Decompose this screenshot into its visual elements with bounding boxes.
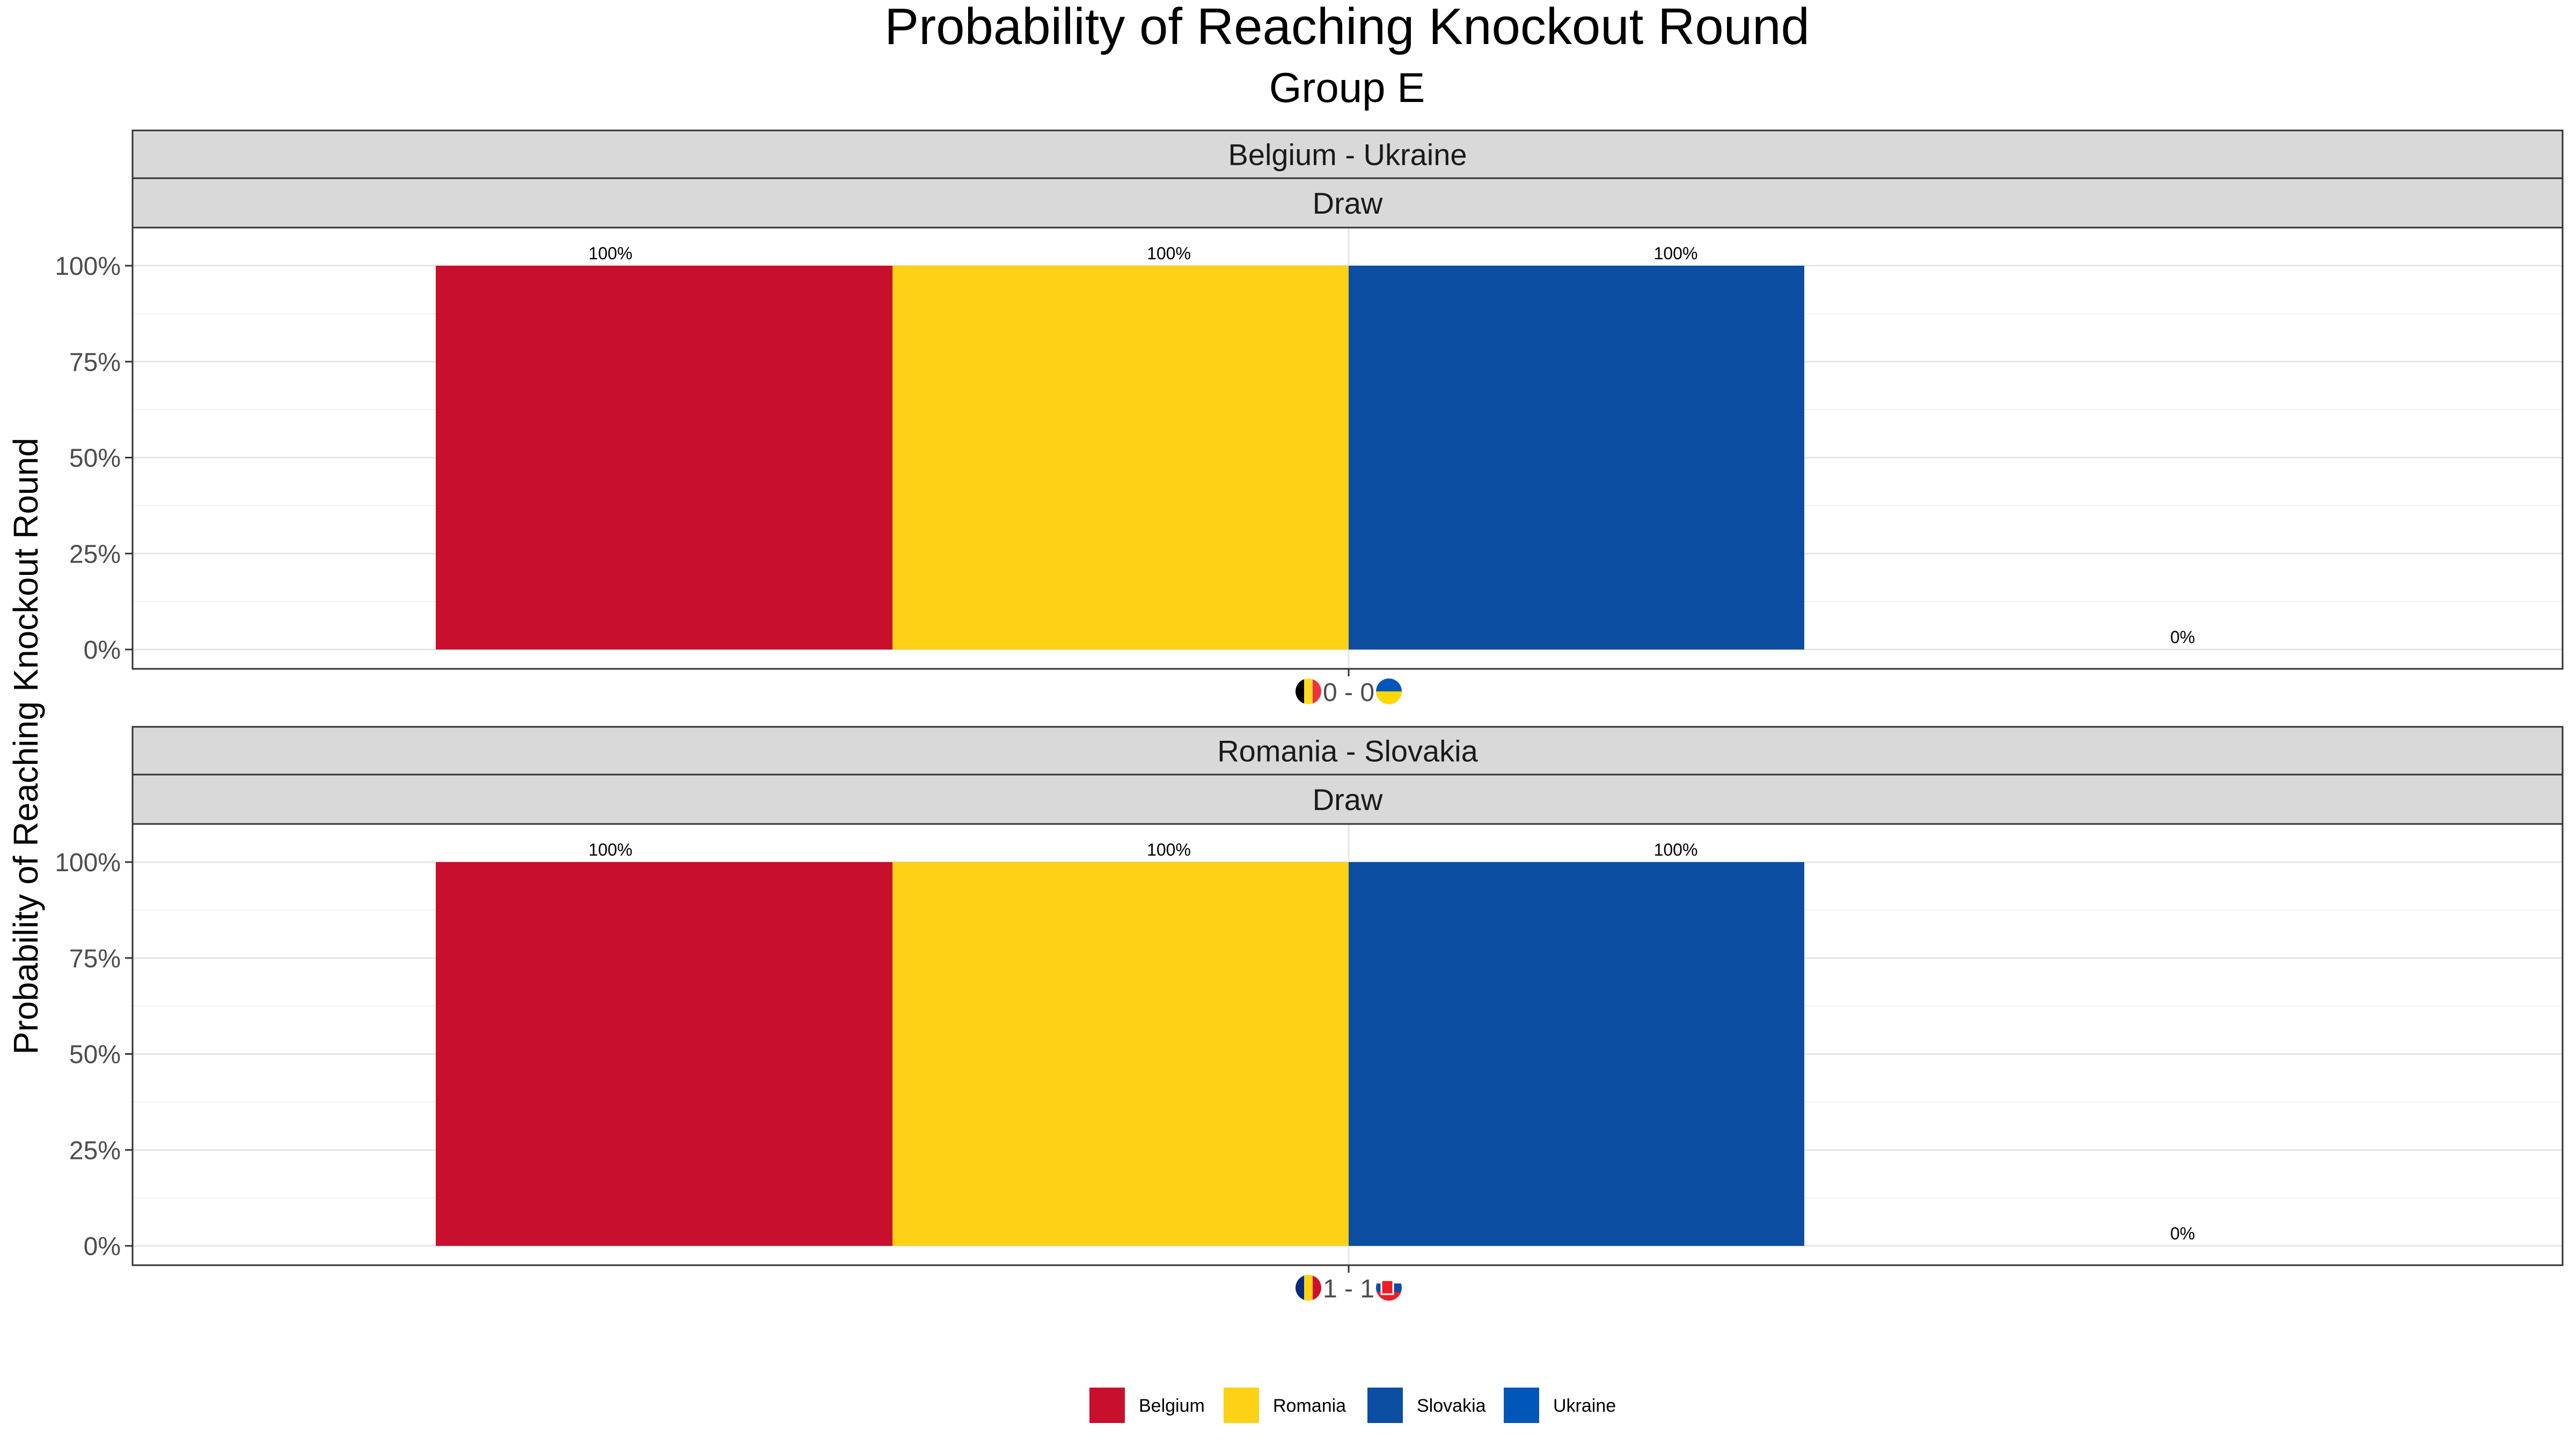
flag-fill xyxy=(1376,1275,1402,1301)
bar-belgium xyxy=(436,862,892,1246)
y-tick-label: 0% xyxy=(84,1232,121,1261)
legend-label: Slovakia xyxy=(1417,1396,1486,1416)
facet-strip-result xyxy=(131,177,2564,229)
x-tick-label: 1 - 1 xyxy=(1323,1275,1374,1303)
data-label-belgium: 100% xyxy=(589,840,633,859)
data-label-ukraine: 0% xyxy=(2170,1224,2195,1243)
flag-stripe xyxy=(1376,691,1402,704)
facet-strip-match-label: Belgium - Ukraine xyxy=(1228,138,1467,172)
data-label-belgium: 100% xyxy=(589,244,633,263)
y-axis-label: Probability of Reaching Knockout Round xyxy=(6,437,45,1054)
bar-belgium xyxy=(436,266,892,650)
facet-strip-match xyxy=(131,726,2564,776)
flag-stripe xyxy=(1313,678,1321,704)
facet-strip-result-label: Draw xyxy=(1313,783,1383,816)
chart-subtitle: Group E xyxy=(1269,64,1425,111)
y-tick-label: 0% xyxy=(84,636,121,665)
bar-slovakia xyxy=(1349,862,1804,1246)
y-tick-label: 25% xyxy=(69,1136,121,1165)
facet-panel-1: Belgium - Ukraine Draw 0% 25% 50% 75% 100% 100%… xyxy=(55,129,2564,707)
data-label-slovakia: 100% xyxy=(1654,840,1698,859)
slovakia-flag-icon xyxy=(1376,1275,1402,1301)
romania-flag-icon xyxy=(1296,1275,1321,1301)
y-tick-label: 25% xyxy=(69,540,121,568)
facet-panel-2: Romania - Slovakia Draw 0% 25% 50% 75% 100% 100… xyxy=(55,726,2564,1303)
facet-strip-result-label: Draw xyxy=(1313,186,1383,220)
facet-strip-match-label: Romania - Slovakia xyxy=(1217,734,1478,768)
legend-item-romania: Romania xyxy=(1224,1388,1346,1423)
legend-item-belgium: Belgium xyxy=(1089,1388,1205,1423)
legend-swatch xyxy=(1504,1388,1539,1423)
y-tick-label: 100% xyxy=(55,252,121,281)
flag-fill xyxy=(1296,1275,1321,1301)
legend-swatch xyxy=(1367,1388,1403,1423)
data-label-romania: 100% xyxy=(1147,244,1191,263)
ukraine-flag-icon xyxy=(1376,678,1402,704)
flag-fill xyxy=(1376,678,1402,704)
bar-romania xyxy=(892,862,1349,1246)
y-tick-label: 50% xyxy=(69,444,121,473)
legend-swatch xyxy=(1089,1388,1125,1423)
belgium-flag-icon xyxy=(1296,678,1321,704)
flag-stripe xyxy=(1304,678,1313,704)
flag-stripe xyxy=(1304,1275,1313,1301)
legend-item-ukraine: Ukraine xyxy=(1504,1388,1616,1423)
y-tick-label: 50% xyxy=(69,1041,121,1069)
legend: Belgium Romania Slovakia Ukraine xyxy=(1089,1388,1616,1423)
facet-strip-match xyxy=(131,129,2564,179)
legend-swatch xyxy=(1224,1388,1259,1423)
panels-layer: Belgium - Ukraine Draw 0% 25% 50% 75% 100% 100%… xyxy=(55,129,2564,1303)
y-tick-label: 100% xyxy=(55,849,121,877)
flag-stripe xyxy=(1313,1275,1321,1301)
data-label-romania: 100% xyxy=(1147,840,1191,859)
chart-title: Probability of Reaching Knockout Round xyxy=(884,0,1810,55)
bar-slovakia xyxy=(1349,266,1804,650)
legend-label: Romania xyxy=(1273,1396,1346,1416)
y-tick-label: 75% xyxy=(69,348,121,377)
flag-emblem xyxy=(1380,1279,1394,1295)
data-label-ukraine: 0% xyxy=(2170,628,2195,647)
flag-stripe xyxy=(1376,678,1402,691)
flag-fill xyxy=(1296,678,1321,704)
panel-border xyxy=(131,227,2564,670)
y-tick-label: 75% xyxy=(69,945,121,973)
legend-item-slovakia: Slovakia xyxy=(1367,1388,1486,1423)
x-tick-label: 0 - 0 xyxy=(1323,678,1374,707)
facet-strip-result xyxy=(131,774,2564,825)
legend-label: Belgium xyxy=(1139,1396,1205,1416)
data-label-slovakia: 100% xyxy=(1654,244,1698,263)
panel-border xyxy=(131,823,2564,1266)
flag-stripe xyxy=(1296,678,1305,704)
bar-romania xyxy=(892,266,1349,650)
flag-stripe xyxy=(1296,1275,1305,1301)
legend-label: Ukraine xyxy=(1553,1396,1616,1416)
